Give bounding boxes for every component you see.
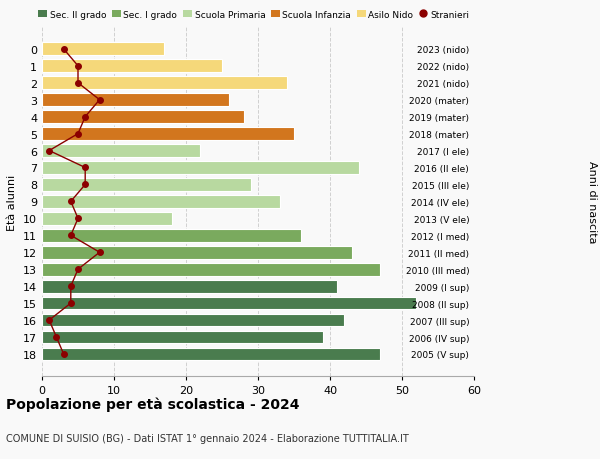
Bar <box>42 145 200 157</box>
Bar <box>42 94 229 107</box>
Bar <box>42 314 344 327</box>
Text: Anni di nascita: Anni di nascita <box>587 161 597 243</box>
Bar <box>42 179 251 191</box>
Bar <box>42 77 287 90</box>
Bar <box>42 280 337 293</box>
Y-axis label: Età alunni: Età alunni <box>7 174 17 230</box>
Bar <box>42 331 323 344</box>
Bar <box>42 196 280 208</box>
Bar <box>42 162 359 174</box>
Bar <box>42 128 294 140</box>
Bar <box>42 230 301 242</box>
Bar <box>42 297 416 310</box>
Bar <box>42 44 164 56</box>
Legend: Sec. II grado, Sec. I grado, Scuola Primaria, Scuola Infanzia, Asilo Nido, Stran: Sec. II grado, Sec. I grado, Scuola Prim… <box>38 11 469 20</box>
Text: COMUNE DI SUISIO (BG) - Dati ISTAT 1° gennaio 2024 - Elaborazione TUTTITALIA.IT: COMUNE DI SUISIO (BG) - Dati ISTAT 1° ge… <box>6 433 409 442</box>
Bar <box>42 246 352 259</box>
Bar <box>42 213 172 225</box>
Bar <box>42 111 244 124</box>
Bar <box>42 348 380 360</box>
Bar <box>42 60 222 73</box>
Bar <box>42 263 380 276</box>
Text: Popolazione per età scolastica - 2024: Popolazione per età scolastica - 2024 <box>6 397 299 412</box>
